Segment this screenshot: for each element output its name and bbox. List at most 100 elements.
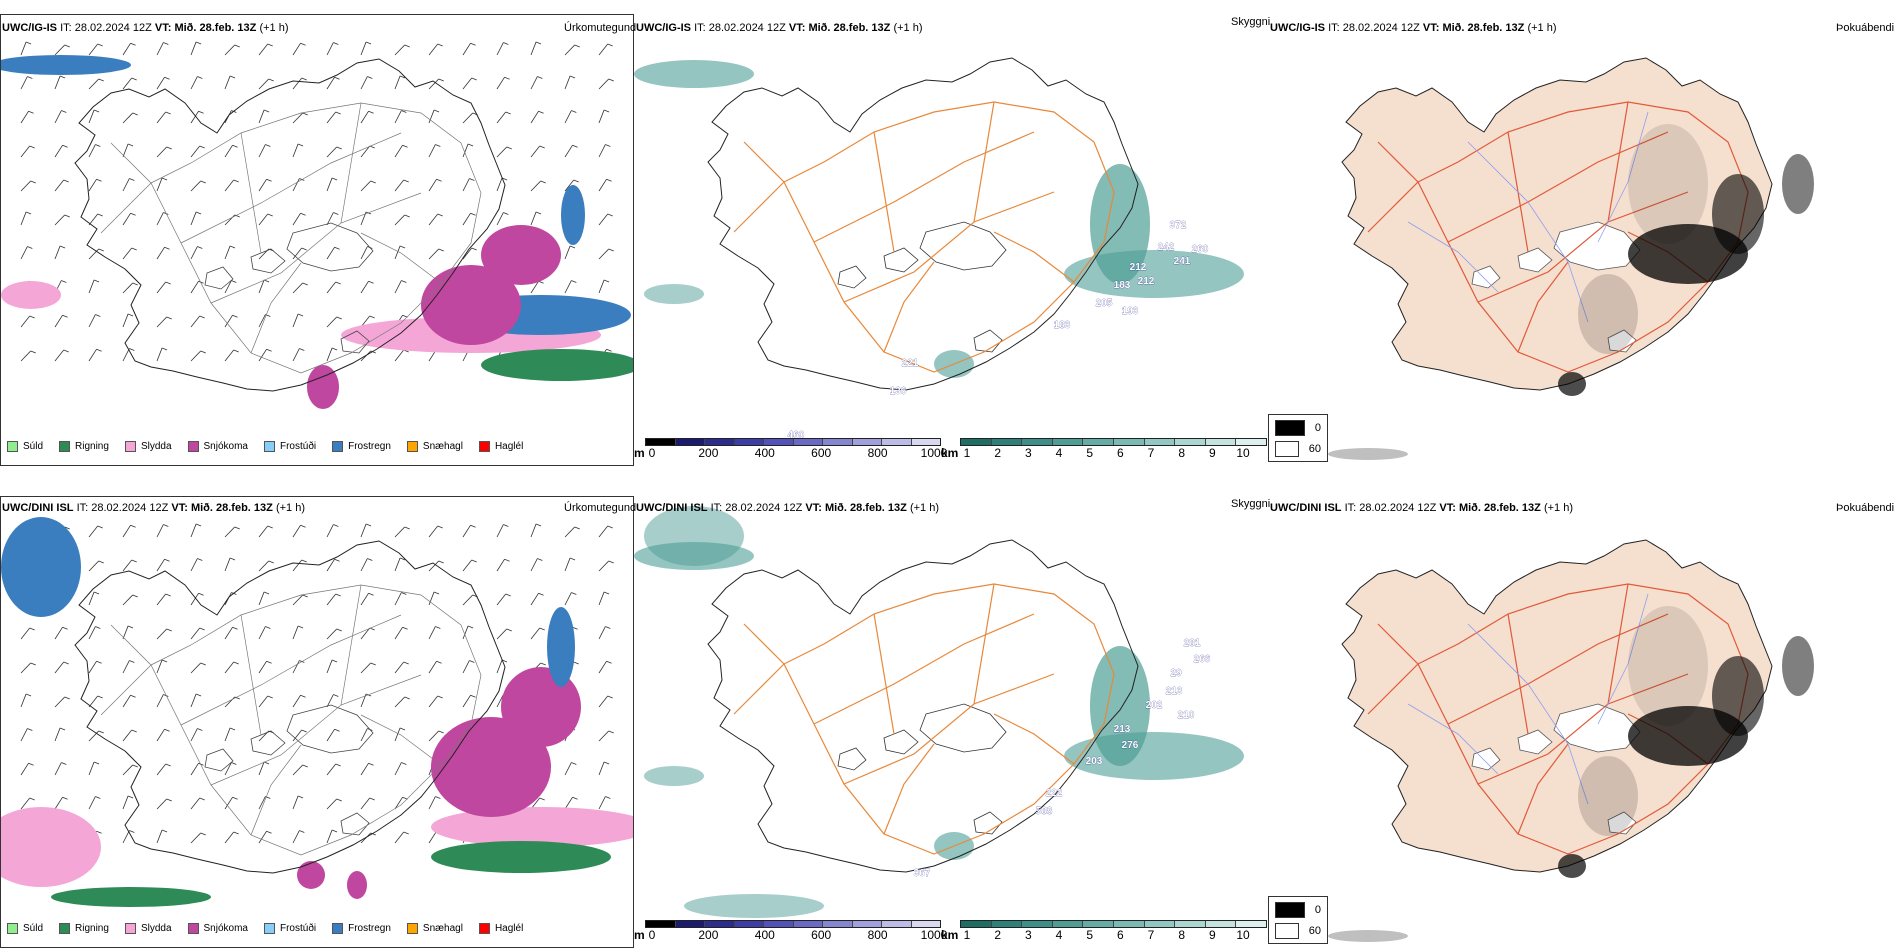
panel-title-precip: Úrkomutegund bbox=[564, 22, 637, 34]
glacier-outline bbox=[204, 266, 234, 290]
fog-scale-entry: 60 bbox=[1275, 923, 1321, 939]
rigning-area bbox=[431, 841, 611, 873]
colorbar-segment bbox=[764, 921, 794, 927]
colorbar-segment bbox=[1083, 439, 1114, 445]
low-visibility-area bbox=[644, 766, 704, 786]
glacier-outline bbox=[919, 703, 1007, 753]
fog-panel-bottom bbox=[1268, 496, 1900, 948]
colorbar-segment bbox=[1144, 921, 1176, 927]
slydda-area bbox=[1, 807, 101, 887]
panel-title-visibility: Skyggni bbox=[1231, 498, 1271, 510]
colorbar-tick-label: 6 bbox=[1116, 446, 1124, 460]
map-precip-bottom bbox=[1, 517, 633, 907]
colorbar-segment bbox=[882, 439, 912, 445]
legend-swatch bbox=[59, 441, 71, 452]
snjokoma-area bbox=[307, 365, 339, 409]
slydda-area bbox=[1, 281, 61, 309]
legend-item: Frostúði bbox=[263, 441, 316, 452]
vis-km-unit: km bbox=[941, 446, 959, 460]
low-visibility-area bbox=[634, 60, 754, 88]
colorbar-segment bbox=[793, 439, 823, 445]
colorbar-tick-label: 4 bbox=[1055, 446, 1063, 460]
vis-km-unit: km bbox=[941, 928, 959, 942]
road-network bbox=[100, 584, 482, 856]
fog-scale-label: 60 bbox=[1308, 925, 1321, 937]
fog-scale-entry: 0 bbox=[1275, 902, 1321, 918]
panel-title-precip: Úrkomutegund bbox=[564, 502, 637, 514]
legend-label: Súld bbox=[23, 441, 44, 452]
fog-haze bbox=[1578, 274, 1638, 354]
colorbar-segment bbox=[1022, 921, 1053, 927]
colorbar-segment bbox=[646, 439, 676, 445]
precip-type-legend: Súld Rigning Slydda Snjókoma Frostúði Frostre… bbox=[7, 923, 539, 934]
glacier-outline bbox=[837, 265, 867, 289]
frostregn-area bbox=[1, 517, 81, 617]
glacier-outline bbox=[973, 329, 1003, 353]
run-info-header: UWC/IG-IS IT: 28.02.2024 12Z VT: Mið. 28… bbox=[636, 22, 923, 34]
map-fog-bottom bbox=[1328, 539, 1814, 942]
glacier-outline bbox=[340, 812, 370, 836]
legend-swatch bbox=[124, 441, 136, 452]
visibility-value-label: 29 bbox=[1170, 668, 1182, 679]
glacier-area bbox=[1517, 247, 1553, 273]
legend-label: Haglél bbox=[494, 923, 524, 934]
colorbar-segment bbox=[764, 439, 794, 445]
run-info-header: UWC/IG-IS IT: 28.02.2024 12Z VT: Mið. 28… bbox=[1270, 22, 1557, 34]
road-network bbox=[100, 102, 482, 374]
colorbar-segment bbox=[961, 921, 992, 927]
colorbar-segment bbox=[793, 921, 823, 927]
glacier-outline bbox=[286, 704, 374, 754]
colorbar-segment bbox=[911, 439, 940, 445]
low-visibility-area bbox=[1090, 646, 1150, 766]
fog-core bbox=[1782, 636, 1814, 696]
legend-swatch bbox=[478, 441, 490, 452]
colorbar-segment bbox=[1083, 921, 1114, 927]
colorbar-segment bbox=[1175, 921, 1206, 927]
coastline bbox=[74, 540, 506, 874]
colorbar-segment bbox=[823, 921, 853, 927]
visibility-value-label: 367 bbox=[914, 868, 931, 879]
visibility-panel-bottom: 281 266 29 213 202 210 213 276 203 222 588 367 bbox=[634, 496, 1268, 948]
fog-scale-entry: 60 bbox=[1275, 441, 1321, 457]
fog-colorbar: 0 60 bbox=[1268, 896, 1328, 944]
glacier-area bbox=[1471, 265, 1501, 289]
legend-swatch bbox=[263, 441, 275, 452]
colorbar-tick-label: 8 bbox=[1178, 446, 1185, 460]
colorbar-tick-label: 3 bbox=[1024, 446, 1032, 460]
visibility-value-label: 221 bbox=[902, 358, 919, 369]
colorbar-segment bbox=[1144, 439, 1176, 445]
colorbar-segment bbox=[1022, 439, 1053, 445]
fog-scale-label: 0 bbox=[1314, 422, 1321, 434]
colorbar-tick-label: 1000 bbox=[920, 928, 948, 942]
legend-swatch bbox=[478, 923, 490, 934]
legend-item: Snjókoma bbox=[187, 441, 248, 452]
colorbar-tick-label: 10 bbox=[1236, 446, 1250, 460]
run-info-header: UWC/DINI ISL IT: 28.02.2024 12Z VT: Mið.… bbox=[636, 502, 939, 514]
snjokoma-area bbox=[347, 871, 367, 899]
fog-core bbox=[1712, 656, 1764, 736]
river-network bbox=[1407, 593, 1649, 805]
snjokoma-area bbox=[297, 861, 325, 889]
visibility-value-label: 372 bbox=[1170, 220, 1187, 231]
vis-km-colorbar bbox=[960, 920, 1267, 928]
colorbar-segment bbox=[675, 921, 705, 927]
run-info-header: UWC/DINI ISL IT: 28.02.2024 12Z VT: Mið.… bbox=[1270, 502, 1573, 514]
legend-item: Snjókoma bbox=[187, 923, 248, 934]
glacier-area bbox=[1471, 747, 1501, 771]
visibility-value-label: 266 bbox=[1194, 654, 1211, 665]
colorbar-tick-label: 8 bbox=[1178, 928, 1185, 942]
colorbar-tick-label: 2 bbox=[994, 446, 1001, 460]
legend-label: Súld bbox=[23, 923, 44, 934]
visibility-value-label: 183 bbox=[1054, 320, 1071, 331]
visibility-value-label: 210 bbox=[1178, 710, 1195, 721]
low-visibility-area bbox=[644, 284, 704, 304]
visibility-value-label: 213 bbox=[1114, 724, 1131, 735]
visibility-value-label: 202 bbox=[1146, 700, 1163, 711]
low-visibility-area bbox=[684, 894, 824, 918]
map-fog-top bbox=[1328, 57, 1814, 460]
coastline bbox=[707, 57, 1139, 391]
legend-swatch bbox=[406, 923, 418, 934]
visibility-value-label: 460 bbox=[788, 430, 805, 441]
colorbar-tick-label: 9 bbox=[1208, 446, 1216, 460]
